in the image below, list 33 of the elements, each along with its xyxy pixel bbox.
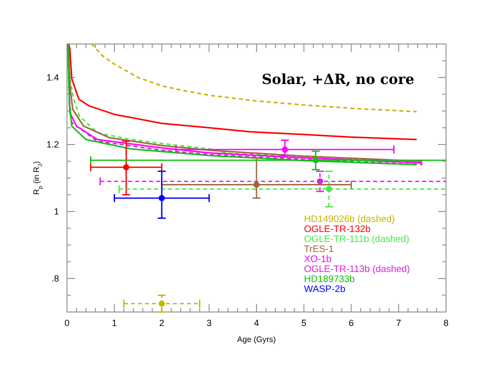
x-tick-label: 4 — [254, 318, 260, 328]
y-tick-label: 1.4 — [46, 72, 59, 82]
text: OGLE-TR-132b — [304, 224, 371, 235]
text: HD149026b (dashed) — [304, 214, 395, 225]
point — [312, 157, 319, 164]
x-tick-label: 5 — [301, 318, 306, 328]
text: WASP-2b — [304, 284, 346, 295]
text: OGLE-TR-111b (dashed) — [304, 234, 410, 245]
point — [282, 146, 288, 153]
x-tick-label: 0 — [64, 318, 70, 328]
text: XO-1b — [304, 254, 332, 265]
line-series — [90, 44, 418, 112]
x-tick-label: 6 — [348, 318, 354, 328]
x-tick-label: 1 — [112, 318, 117, 328]
text: TrES-1 — [304, 244, 334, 255]
point — [253, 182, 260, 188]
y-tick-label: 1.2 — [46, 140, 59, 150]
x-tick-label: 8 — [443, 318, 449, 328]
x-axis-title: Age (Gyrs) — [237, 335, 276, 344]
point — [326, 186, 332, 192]
x-tick-label: 2 — [159, 318, 164, 328]
text: HD189733b — [304, 274, 355, 285]
point — [316, 178, 324, 184]
line-series — [68, 44, 418, 140]
point — [123, 164, 130, 170]
text: OGLE-TR-113b (dashed) — [304, 264, 410, 275]
x-tick-label: 7 — [396, 318, 402, 328]
point — [158, 300, 165, 307]
y-tick-label: .8 — [51, 274, 59, 284]
x-tick-label: 3 — [206, 318, 212, 328]
point — [158, 195, 165, 202]
annotation: Solar, +ΔR, no core — [262, 72, 414, 88]
y-tick-label: 1 — [54, 206, 59, 216]
